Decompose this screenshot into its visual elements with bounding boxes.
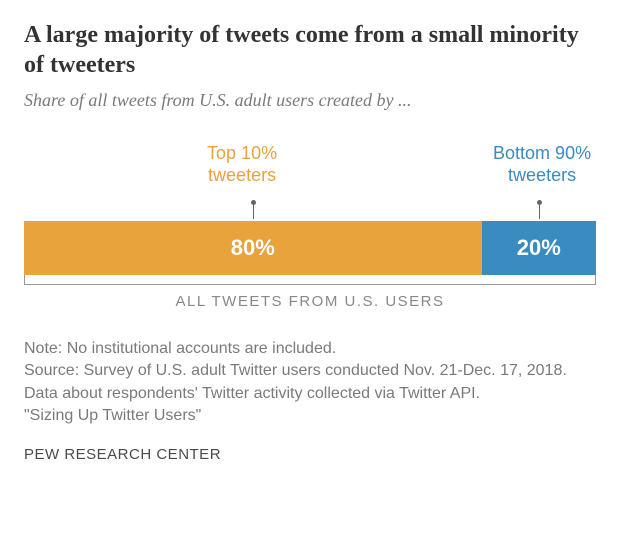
footer-attribution: PEW RESEARCH CENTER <box>24 446 596 463</box>
chart-subtitle: Share of all tweets from U.S. adult user… <box>24 90 596 111</box>
note-text: Note: No institutional accounts are incl… <box>24 338 596 360</box>
pointer-dot-icon <box>251 200 256 205</box>
bar-segment-bottom90: 20% <box>482 221 596 275</box>
segment-label-bottom90: Bottom 90% tweeters <box>493 143 591 186</box>
pointer-bottom90 <box>539 201 540 219</box>
pointer-row <box>24 199 596 221</box>
source-text: Source: Survey of U.S. adult Twitter use… <box>24 360 596 405</box>
segment-label-line2: tweeters <box>493 165 591 187</box>
bracket-row <box>24 275 596 289</box>
chart-title: A large majority of tweets come from a s… <box>24 20 596 80</box>
bar-segment-top10: 80% <box>24 221 482 275</box>
bracket-label: ALL TWEETS FROM U.S. USERS <box>24 293 596 310</box>
pointer-dot-icon <box>537 200 542 205</box>
stacked-bar: 80% 20% <box>24 221 596 275</box>
segment-label-top10: Top 10% tweeters <box>207 143 277 186</box>
notes-block: Note: No institutional accounts are incl… <box>24 338 596 428</box>
report-text: "Sizing Up Twitter Users" <box>24 405 596 427</box>
segment-label-line2: tweeters <box>207 165 277 187</box>
segment-label-line1: Top 10% <box>207 143 277 165</box>
chart-container: Top 10% tweeters Bottom 90% tweeters 80%… <box>24 143 596 310</box>
segment-label-line1: Bottom 90% <box>493 143 591 165</box>
bracket-icon <box>24 275 596 285</box>
pointer-top10 <box>253 201 254 219</box>
segment-labels-row: Top 10% tweeters Bottom 90% tweeters <box>24 143 596 199</box>
